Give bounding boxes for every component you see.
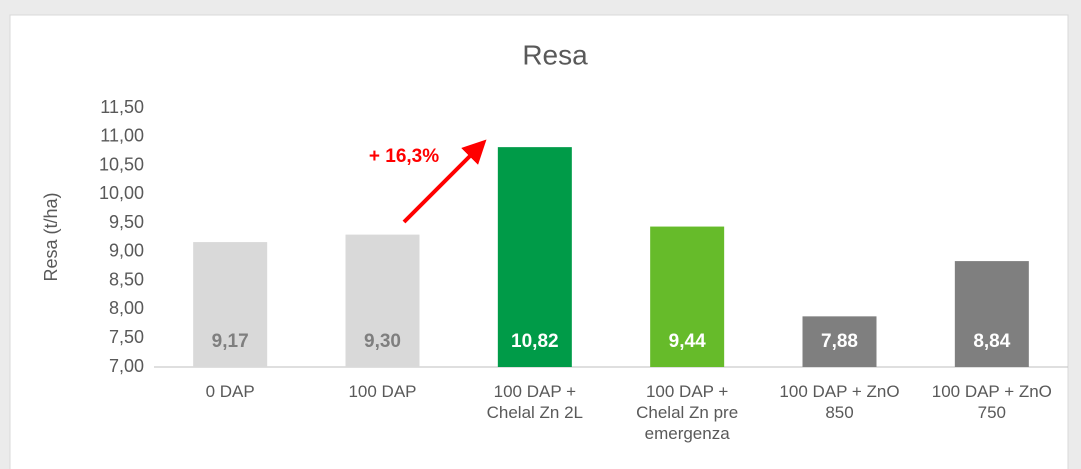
annotation: + 16,3%	[369, 146, 439, 167]
y-tick-label: 8,00	[109, 298, 144, 318]
bar	[802, 316, 877, 367]
bar	[650, 226, 725, 367]
y-tick-label: 7,50	[109, 327, 144, 347]
x-tick-label: 100 DAP + ZnO 850	[779, 382, 900, 422]
y-tick-label: 9,50	[109, 212, 144, 232]
y-tick-label: 8,50	[109, 269, 144, 289]
value-label: 10,82	[511, 331, 559, 352]
chart-title: Resa	[522, 39, 588, 70]
y-tick-label: 10,00	[99, 183, 144, 203]
bar	[497, 147, 572, 367]
y-tick-label: 10,50	[99, 154, 144, 174]
x-tick-label: 100 DAP + ZnO 750	[931, 382, 1052, 422]
y-tick-label: 11,00	[100, 126, 144, 146]
x-tick-label: 100 DAP	[348, 382, 417, 401]
x-tick-label: 100 DAP + Chelal Zn pre emergenza	[636, 382, 739, 443]
y-tick-label: 7,00	[109, 356, 144, 376]
value-label: 9,44	[669, 331, 706, 352]
value-label: 9,30	[364, 331, 401, 352]
y-tick-label: 11,50	[100, 97, 144, 117]
annotation-arrow	[402, 139, 487, 224]
y-tick-label: 9,00	[109, 241, 144, 261]
bar	[193, 242, 268, 367]
bar	[954, 261, 1029, 367]
value-label: 7,88	[821, 331, 858, 352]
value-label: 9,17	[212, 331, 249, 352]
x-tick-label: 0 DAP	[205, 382, 255, 401]
x-tick-label: 100 DAP + Chelal Zn 2L	[486, 382, 584, 422]
y-axis-label: Resa (t/ha)	[41, 192, 61, 281]
value-label: 8,84	[973, 331, 1010, 352]
bar	[345, 234, 420, 367]
